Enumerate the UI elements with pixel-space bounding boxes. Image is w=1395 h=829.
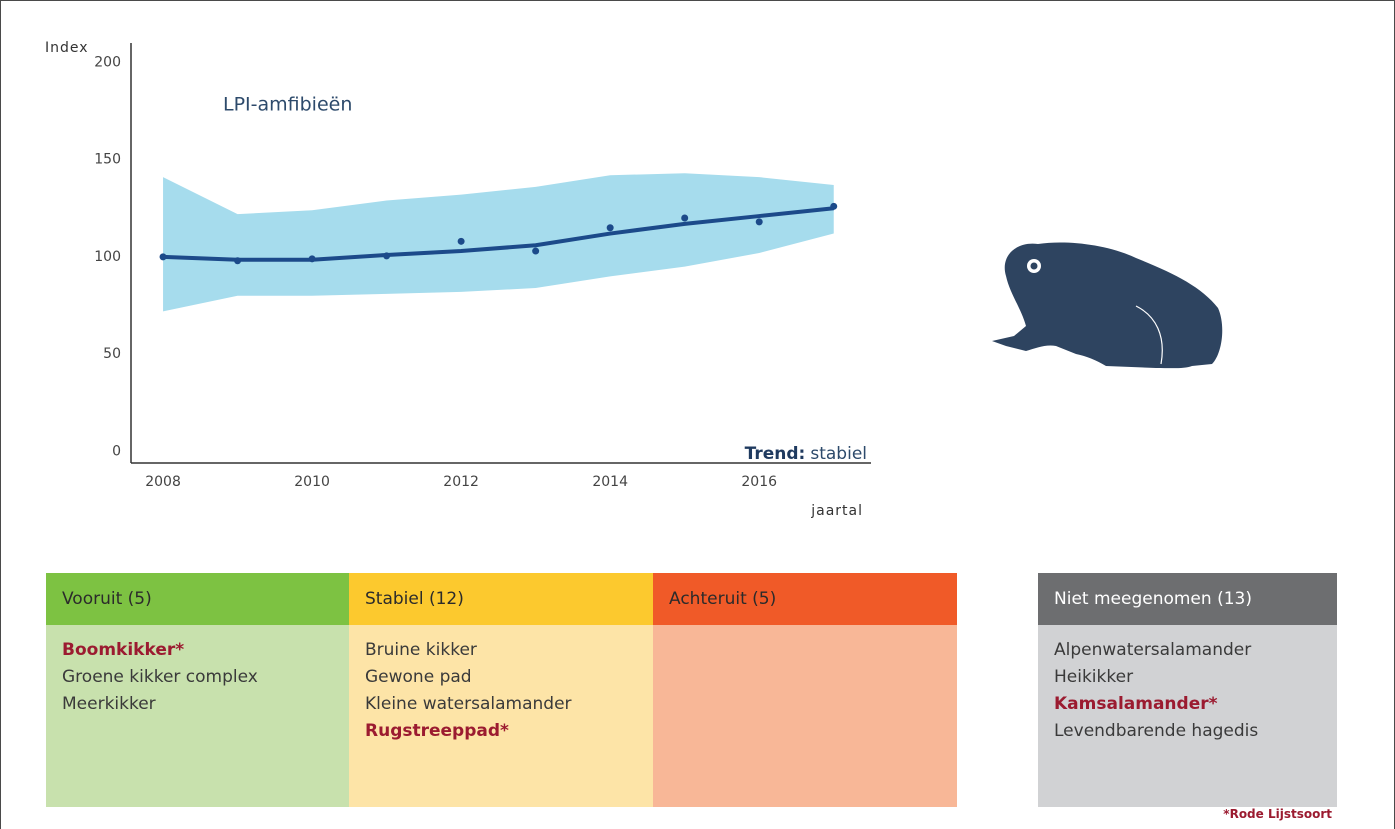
category-column: Niet meegenomen (13) Alpenwatersalamander… — [1038, 573, 1337, 807]
column-body — [653, 625, 957, 807]
column-body: Bruine kikker Gewone pad Kleine watersalam… — [349, 625, 653, 807]
toad-icon — [992, 242, 1223, 369]
category-column: Achteruit (5) — [653, 573, 957, 807]
species-item: Meerkikker — [62, 694, 156, 714]
data-point — [308, 255, 316, 263]
column-header: Niet meegenomen (13) — [1038, 573, 1337, 625]
annotation-value: stabiel — [810, 444, 867, 464]
data-point — [383, 252, 391, 260]
data-point — [606, 224, 614, 232]
data-point — [681, 214, 689, 222]
category-column: Vooruit (5) Boomkikker* Groene kikker comp… — [46, 573, 349, 807]
column-header: Vooruit (5) — [46, 573, 349, 625]
species-item: Alpenwatersalamander — [1054, 640, 1252, 660]
data-point — [234, 257, 242, 265]
annotation: Trend: stabiel — [745, 444, 867, 464]
data-point — [532, 247, 540, 255]
y-tick-label: 50 — [103, 346, 121, 362]
chart: Index LPI-amfibieën jaartal Trend: stabie… — [45, 40, 871, 519]
species-item: Kamsalamander* — [1054, 694, 1218, 714]
data-point — [457, 237, 465, 245]
species-item: Bruine kikker — [365, 640, 477, 660]
x-tick-label: 2008 — [145, 474, 181, 490]
data-point — [755, 218, 763, 226]
trend-line — [162, 206, 834, 262]
x-tick-label: 2012 — [443, 474, 479, 490]
data-point — [159, 253, 167, 261]
x-tick-label: 2010 — [294, 474, 330, 490]
x-tick-label: 2016 — [741, 474, 777, 490]
column-header: Achteruit (5) — [653, 573, 957, 625]
chart-title: LPI-amfibieën — [223, 94, 352, 116]
species-item: Kleine watersalamander — [365, 694, 572, 714]
data-point — [830, 202, 838, 210]
species-item: Heikikker — [1054, 667, 1134, 687]
column-body: Alpenwatersalamander Heikikker Kamsalamand… — [1038, 625, 1337, 807]
y-tick-label: 100 — [94, 249, 121, 265]
footnote: *Rode Lijstsoort — [1223, 807, 1332, 821]
y-axis-label: Index — [45, 40, 89, 56]
category-column: Stabiel (12) Bruine kikker Gewone pad Klein… — [349, 573, 653, 807]
species-item: Levendbarende hagedis — [1054, 721, 1259, 741]
species-item: Rugstreeppad* — [365, 721, 509, 741]
species-item: Boomkikker* — [62, 640, 185, 660]
x-axis-label: jaartal — [810, 503, 863, 519]
y-tick-label: 150 — [94, 152, 121, 168]
confidence-band — [163, 173, 834, 312]
column-body: Boomkikker* Groene kikker complex Meerkikk… — [46, 625, 349, 807]
y-tick-label: 200 — [94, 54, 121, 70]
column-header: Stabiel (12) — [349, 573, 653, 625]
species-item: Gewone pad — [365, 667, 472, 687]
species-item: Groene kikker complex — [62, 667, 258, 687]
y-tick-label: 0 — [112, 443, 121, 459]
annotation-label: Trend: — [745, 444, 806, 464]
x-tick-label: 2014 — [592, 474, 628, 490]
